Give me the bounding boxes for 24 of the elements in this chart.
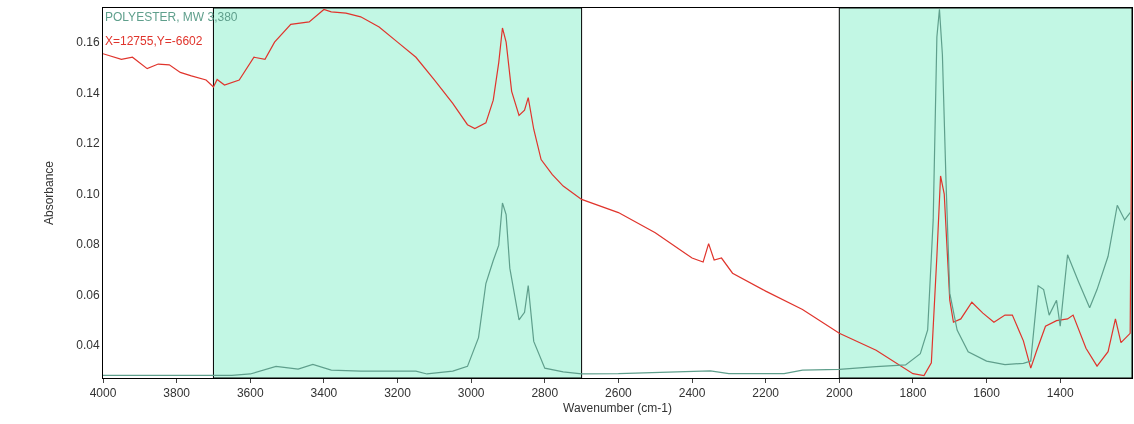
y-tick-label: 0.14 — [76, 85, 100, 100]
y-tick-label: 0.10 — [76, 186, 100, 201]
x-tick-label: 2800 — [531, 386, 559, 401]
y-tick-label: 0.06 — [76, 287, 100, 302]
x-tick-label: 3000 — [457, 386, 485, 401]
x-tick-label: 3400 — [310, 386, 338, 401]
x-tick-label: 3800 — [163, 386, 191, 401]
y-axis-title: Absorbance — [41, 160, 56, 226]
x-tick-label: 4000 — [89, 386, 117, 401]
y-tick-label: 0.16 — [76, 35, 100, 50]
annotation: X=12755,Y=-6602 — [105, 34, 203, 48]
y-tick-label: 0.12 — [76, 136, 100, 151]
x-tick-label: 1600 — [973, 386, 1001, 401]
x-tick-label: 3600 — [236, 386, 264, 401]
x-tick-label: 3200 — [384, 386, 412, 401]
y-tick-label: 0.08 — [76, 237, 100, 252]
x-tick-label: 2000 — [825, 386, 853, 401]
x-tick-label: 2400 — [678, 386, 706, 401]
x-axis-title: Wavenumber (cm-1) — [563, 401, 672, 416]
y-tick-label: 0.04 — [76, 338, 100, 353]
x-tick-label: 1400 — [1046, 386, 1074, 401]
x-tick-label: 2600 — [605, 386, 633, 401]
x-tick-label: 2200 — [752, 386, 780, 401]
x-tick-label: 1800 — [899, 386, 927, 401]
